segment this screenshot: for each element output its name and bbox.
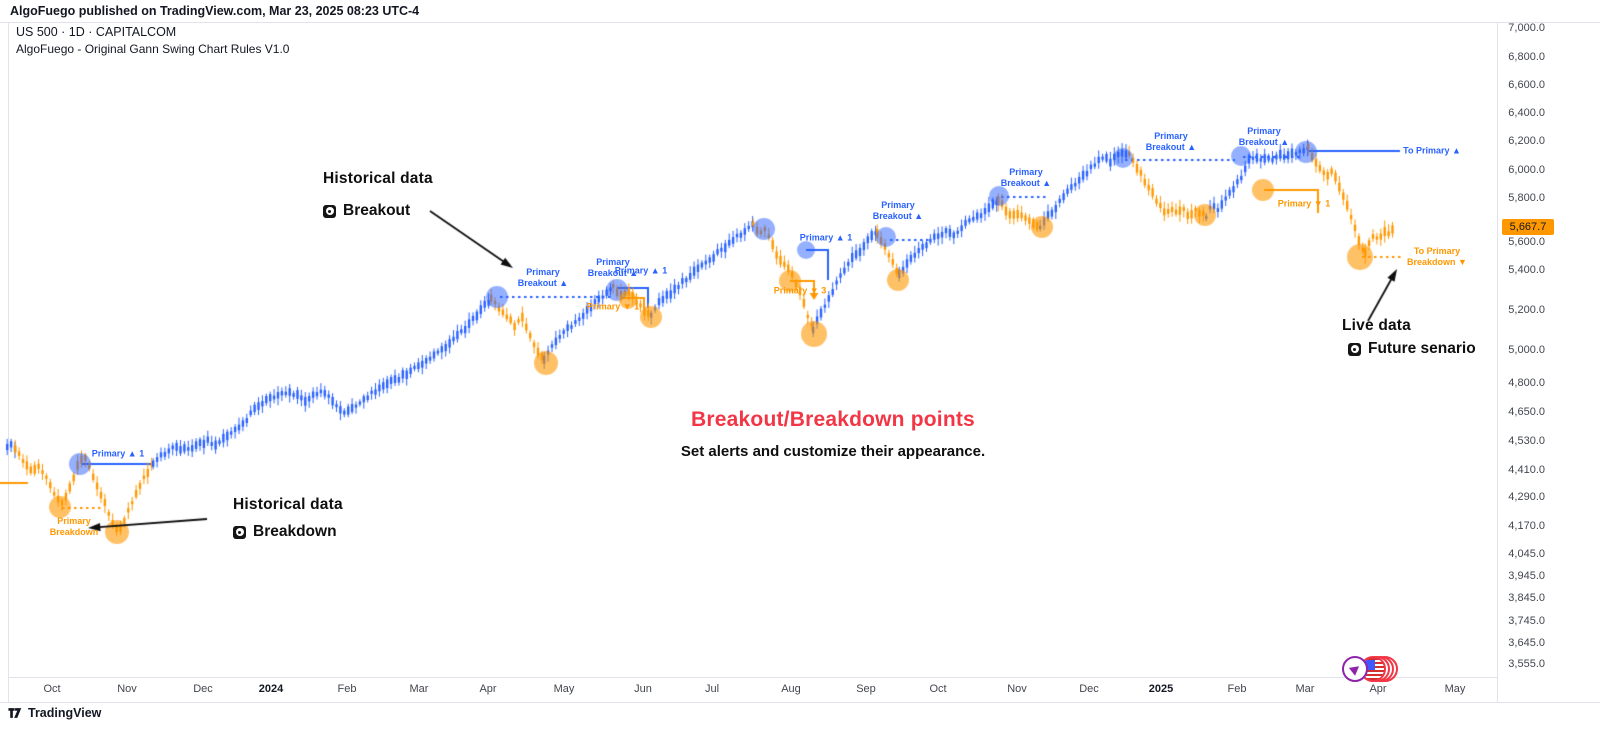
y-axis-label: 5,600.0 [1508,236,1545,248]
rocket-glyph [1348,662,1362,676]
x-axis-label: Mar [409,683,429,695]
y-axis-label: 6,600.0 [1508,79,1545,91]
x-axis-label: 2025 [1148,683,1174,695]
flag-canton [1364,660,1375,670]
center-headline: Breakout/Breakdown points [691,408,975,431]
annotation-title: Historical data [323,170,433,187]
label-marker-icon [233,525,246,539]
y-axis-label: 5,400.0 [1508,264,1545,276]
y-axis-label: 4,410.0 [1508,464,1545,476]
x-axis-label: Nov [117,683,137,695]
annotation-item-label: Breakout [343,202,411,219]
center-subheadline: Set alerts and customize their appearanc… [680,443,986,460]
tradingview-footer[interactable]: TradingView [8,706,101,720]
x-axis-label: Feb [337,683,357,695]
x-axis-label: Apr [1369,683,1387,695]
y-axis-label: 7,000.0 [1508,22,1545,34]
x-axis-label: Sep [856,683,876,695]
y-axis-label: 3,645.0 [1508,637,1545,649]
capitalcom-logo-icon [1342,656,1368,682]
x-axis-label: Dec [1079,683,1099,695]
x-axis-label: Mar [1295,683,1315,695]
x-axis-label: May [553,683,575,695]
x-axis-label: 2024 [258,683,284,695]
x-axis-label: Feb [1227,683,1247,695]
annotation-item-label: Breakdown [253,523,337,540]
tradingview-brand-text: TradingView [28,706,102,720]
y-axis-label: 4,800.0 [1508,377,1545,389]
annotation-historical-breakdown: Historical data Breakdown [233,496,343,541]
last-price-tag: 5,667.7 [1502,219,1554,235]
y-axis-label: 3,745.0 [1508,615,1545,627]
y-axis-label: 6,400.0 [1508,107,1545,119]
annotation-historical-breakout: Historical data Breakout [323,170,433,220]
x-axis-label: Oct [929,683,947,695]
y-axis-label: 5,000.0 [1508,344,1545,356]
y-axis-label: 4,290.0 [1508,491,1545,503]
x-axis-label: Nov [1007,683,1027,695]
x-axis-label: Dec [193,683,213,695]
instrument-logos [1342,653,1398,685]
x-axis-label: May [1444,683,1466,695]
annotation-title: Historical data [233,496,343,513]
y-axis-label: 6,200.0 [1508,135,1545,147]
tradingview-logo-icon [8,708,22,718]
x-axis-label: Jun [634,683,652,695]
annotation-item-label: Future senario [1368,340,1476,357]
y-axis-label: 3,945.0 [1508,570,1545,582]
label-marker-icon [1348,342,1361,356]
y-axis-label: 4,170.0 [1508,520,1545,532]
x-axis-label: Jul [704,683,720,695]
y-axis-label: 4,530.0 [1508,435,1545,447]
y-axis-label: 6,800.0 [1508,51,1545,63]
y-axis-label: 6,000.0 [1508,164,1545,176]
x-axis-label: Aug [781,683,801,695]
y-axis-label: 3,845.0 [1508,592,1545,604]
y-axis-label: 5,200.0 [1508,304,1545,316]
y-axis-label: 5,800.0 [1508,192,1545,204]
y-axis-label: 4,650.0 [1508,406,1545,418]
annotation-title: Live data [1342,317,1411,334]
x-axis-label: Apr [479,683,497,695]
annotation-live-data: Live data Future senario [1342,317,1476,358]
label-marker-icon [323,204,336,218]
y-axis-label: 3,555.0 [1508,658,1545,670]
x-axis-label: Oct [43,683,61,695]
y-axis-label: 4,045.0 [1508,548,1545,560]
